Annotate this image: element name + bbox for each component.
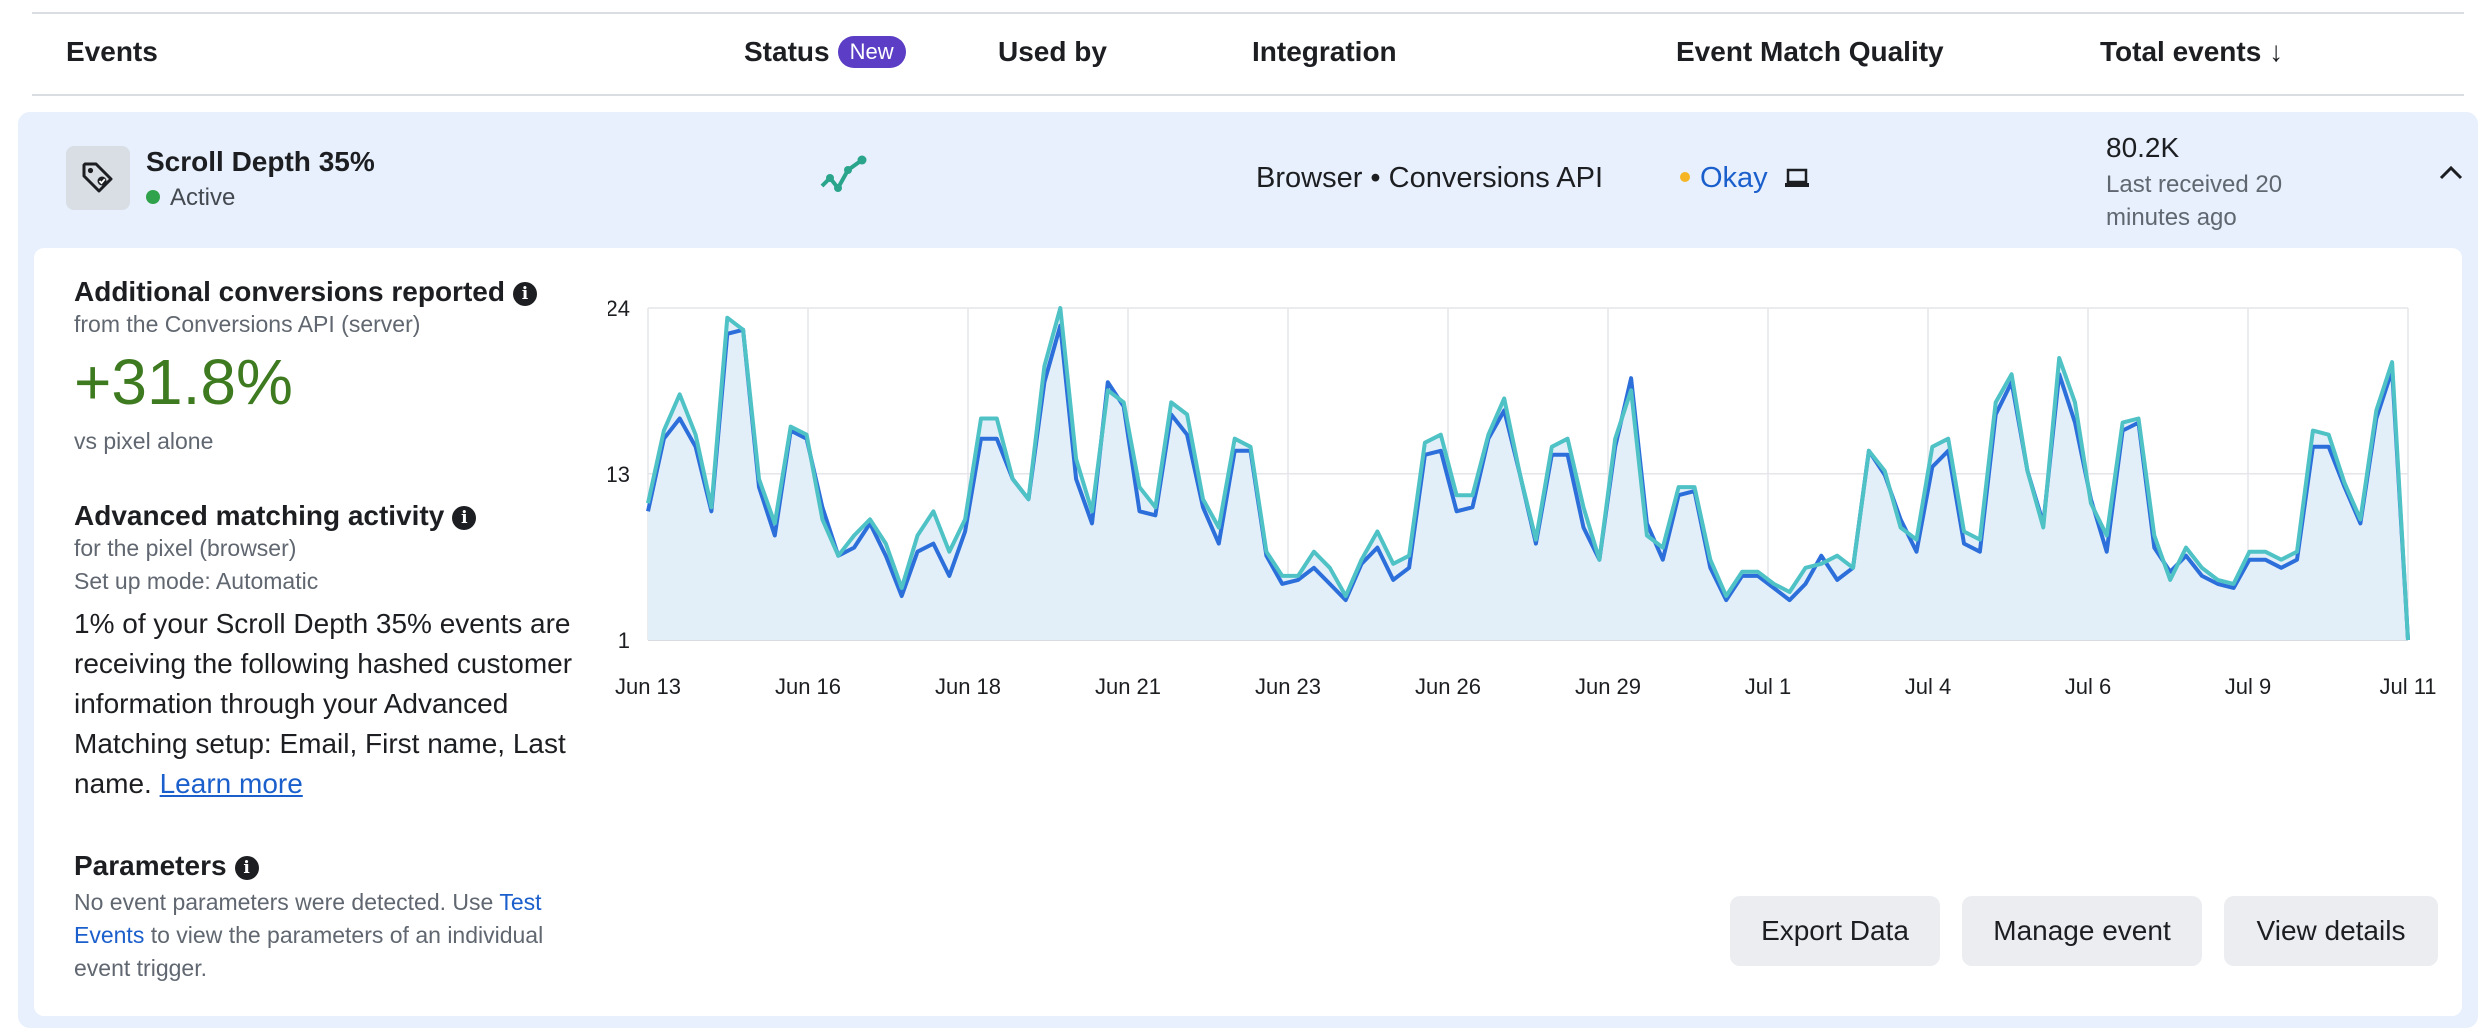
okay-status-dot: [1680, 172, 1690, 182]
parameters-text-1: No event parameters were detected. Use: [74, 889, 494, 915]
x-tick-label: Jul 1: [1745, 674, 1791, 699]
x-tick-label: Jul 4: [1905, 674, 1951, 699]
emq-rating[interactable]: Okay: [1700, 162, 1768, 194]
y-tick-label: 824: [608, 296, 630, 321]
advanced-matching-section: Advanced matching activity i for the pixe…: [74, 500, 574, 804]
event-status-label: Active: [170, 184, 236, 211]
info-icon[interactable]: i: [452, 506, 477, 530]
advanced-matching-body: 1% of your Scroll Depth 35% events are r…: [74, 604, 574, 804]
manage-event-button[interactable]: Manage event: [1962, 896, 2202, 966]
event-match-quality[interactable]: Okay: [1680, 162, 1810, 197]
series-line-server: [646, 306, 2410, 641]
x-tick-label: Jun 18: [935, 674, 1001, 699]
new-badge: New: [837, 36, 906, 68]
laptop-icon: [1784, 164, 1810, 197]
column-header-events: Events: [66, 36, 158, 67]
event-details-panel: Additional conversions reported i from th…: [34, 248, 2462, 1016]
event-row-expanded[interactable]: Scroll Depth 35% Active Browser • Conver…: [18, 112, 2478, 1028]
event-status: Active: [146, 184, 235, 212]
advanced-matching-title: Advanced matching activity i: [74, 500, 574, 532]
advanced-matching-sub1: for the pixel (browser): [74, 535, 297, 561]
y-tick-label: 413: [608, 462, 630, 487]
parameters-title-text: Parameters: [74, 850, 227, 881]
parameters-title: Parameters i: [74, 850, 574, 882]
total-events-value: 80.2K: [2106, 132, 2180, 163]
y-tick-label: 1: [618, 628, 630, 653]
series-area: [648, 308, 2408, 640]
parameters-text: No event parameters were detected. Use T…: [74, 886, 574, 985]
column-header-used-by: Used by: [998, 36, 1107, 67]
info-icon[interactable]: i: [512, 282, 537, 306]
advanced-matching-sub2: Set up mode: Automatic: [74, 568, 319, 594]
events-line-chart: Jun 13 Jun 16 Jun 18 Jun 21 Jun 23 Jun 26 Jun …: [608, 296, 2437, 699]
tag-icon: [66, 146, 130, 210]
column-header-status: Status New: [744, 36, 906, 68]
x-tick-label: Jun 26: [1415, 674, 1481, 699]
view-details-button[interactable]: View details: [2224, 896, 2438, 966]
additional-conversions-value: +31.8%: [74, 346, 293, 418]
additional-conversions-vs: vs pixel alone: [74, 428, 214, 454]
chevron-up-icon[interactable]: [2438, 164, 2464, 187]
additional-conversions-title: Additional conversions reported i: [74, 276, 574, 308]
last-received: Last received 20 minutes ago: [2106, 171, 2283, 231]
x-tick-label: Jun 21: [1095, 674, 1161, 699]
trend-sparkline-icon: [818, 152, 868, 201]
column-header-integration: Integration: [1252, 36, 1397, 67]
advanced-matching-body-text: 1% of your Scroll Depth 35% events are r…: [74, 608, 573, 799]
additional-conversions-title-text: Additional conversions reported: [74, 276, 505, 307]
export-data-button[interactable]: Export Data: [1730, 896, 1940, 966]
top-divider: [32, 12, 2464, 14]
x-tick-label: Jun 13: [615, 674, 681, 699]
event-name: Scroll Depth 35%: [146, 146, 375, 177]
table-header: Events Status New Used by Integration Eve…: [32, 14, 2464, 96]
additional-conversions-subtitle: from the Conversions API (server): [74, 311, 421, 337]
active-status-dot: [146, 190, 160, 204]
x-tick-label: Jul 9: [2225, 674, 2271, 699]
integration-value: Browser • Conversions API: [1256, 162, 1604, 194]
x-tick-label: Jul 6: [2065, 674, 2111, 699]
column-header-total-events-sort[interactable]: Total events ↓: [2100, 36, 2284, 67]
info-icon[interactable]: i: [234, 856, 259, 880]
x-tick-label: Jul 11: [2379, 674, 2436, 699]
x-tick-label: Jun 29: [1575, 674, 1641, 699]
x-tick-label: Jun 16: [775, 674, 841, 699]
advanced-matching-title-text: Advanced matching activity: [74, 500, 445, 531]
column-header-event-match-quality: Event Match Quality: [1676, 36, 1944, 67]
learn-more-link[interactable]: Learn more: [159, 768, 303, 799]
additional-conversions-section: Additional conversions reported i from th…: [74, 276, 574, 458]
x-tick-label: Jun 23: [1255, 674, 1321, 699]
parameters-section: Parameters i No event parameters were det…: [74, 850, 574, 985]
column-header-status-label: Status: [744, 36, 830, 67]
parameters-text-2: to view the parameters of an individual …: [74, 922, 544, 981]
test-events-link[interactable]: Test Events: [74, 889, 542, 948]
